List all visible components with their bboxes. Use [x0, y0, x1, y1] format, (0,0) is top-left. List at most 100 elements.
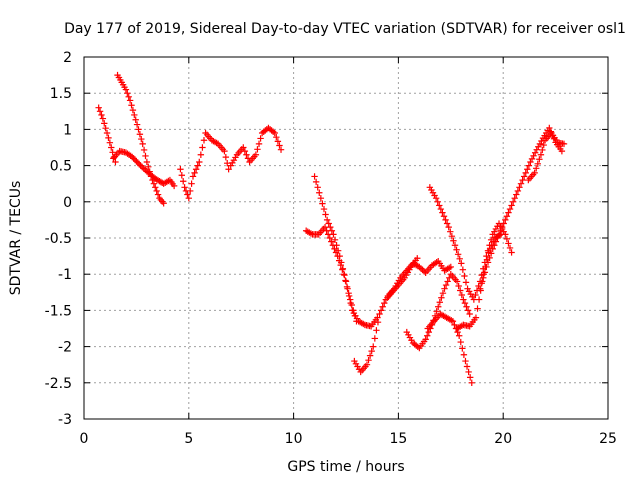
data-point [365, 356, 372, 364]
data-points [95, 71, 568, 386]
data-point [323, 216, 331, 224]
y-tick-label: -0.5 [45, 231, 72, 247]
data-point [368, 347, 375, 355]
series-arc-13 [453, 231, 505, 332]
data-point [339, 265, 347, 272]
y-tick-label: -2.5 [45, 376, 72, 392]
x-tick-label: 0 [80, 431, 89, 447]
y-tick-label: 0.5 [50, 159, 72, 175]
data-point [460, 351, 468, 358]
data-point [439, 290, 447, 297]
data-point [135, 126, 142, 133]
data-point [311, 173, 318, 180]
y-axis-label: SDTVAR / TECUs [8, 181, 24, 296]
data-point [150, 180, 158, 187]
data-point [199, 144, 206, 151]
data-point [498, 223, 506, 231]
x-tick-label: 5 [184, 431, 193, 447]
y-tick-label: -2 [58, 340, 72, 356]
data-point [322, 211, 329, 218]
data-point [560, 140, 568, 148]
y-tick-label: 1 [63, 122, 72, 138]
data-point [363, 361, 371, 368]
data-point [136, 131, 144, 138]
data-point [188, 180, 195, 187]
data-point [483, 263, 490, 271]
data-point [459, 266, 467, 273]
series-arc-4 [177, 129, 232, 202]
data-point [140, 146, 148, 154]
data-point [191, 169, 198, 177]
data-point [506, 205, 514, 213]
data-point [505, 240, 512, 247]
data-point [519, 176, 526, 184]
data-point [472, 314, 480, 321]
data-point [453, 246, 460, 253]
data-point [461, 299, 469, 307]
data-point [484, 259, 492, 266]
data-point [513, 191, 520, 198]
data-point [326, 234, 333, 242]
data-point [425, 328, 432, 336]
data-point [440, 213, 448, 220]
data-point [328, 238, 335, 245]
y-tick-label: 2 [63, 50, 72, 66]
data-point [271, 129, 278, 137]
y-tick-label: -3 [58, 412, 72, 428]
data-point [225, 166, 232, 173]
data-point [319, 200, 326, 207]
data-point [468, 379, 475, 386]
data-point [456, 255, 463, 263]
data-point [422, 336, 429, 343]
data-point [255, 140, 263, 148]
series-arc-8 [351, 255, 421, 376]
data-point [243, 151, 250, 158]
data-point [102, 124, 109, 132]
data-point [189, 173, 197, 180]
data-point [444, 278, 451, 285]
data-point [445, 223, 452, 231]
data-point [185, 194, 192, 202]
data-point [487, 250, 495, 257]
data-point [240, 144, 247, 151]
data-point [464, 307, 472, 314]
data-point [424, 332, 431, 339]
data-point [503, 213, 511, 220]
data-point [463, 363, 471, 370]
data-point [492, 238, 500, 245]
x-tick-label: 15 [389, 431, 407, 447]
y-tick-label: -1.5 [45, 303, 72, 319]
data-point [474, 305, 481, 312]
series-arc-14 [476, 124, 566, 292]
data-point [455, 282, 462, 290]
data-point [457, 287, 464, 294]
y-tick-label: 0 [63, 195, 72, 211]
data-point [450, 237, 457, 244]
data-point [447, 263, 454, 271]
data-point [338, 259, 345, 266]
data-point [99, 115, 107, 122]
data-point [143, 158, 151, 166]
data-point [441, 285, 448, 292]
data-point [435, 303, 442, 310]
data-point [480, 274, 487, 282]
data-point [106, 139, 114, 146]
data-point [381, 299, 388, 307]
data-point [531, 149, 539, 156]
series-arc-6 [302, 223, 360, 325]
x-tick-label: 25 [599, 431, 617, 447]
data-point [133, 121, 141, 128]
data-point [257, 135, 264, 142]
data-point [432, 194, 440, 202]
data-point [170, 182, 178, 190]
data-point [508, 249, 515, 256]
data-point [458, 291, 466, 299]
data-point [371, 335, 379, 342]
data-point [331, 245, 338, 253]
axis-ticks [83, 56, 609, 420]
data-point [186, 187, 194, 195]
data-point [146, 168, 153, 175]
data-point [491, 242, 498, 249]
data-point [379, 303, 386, 310]
